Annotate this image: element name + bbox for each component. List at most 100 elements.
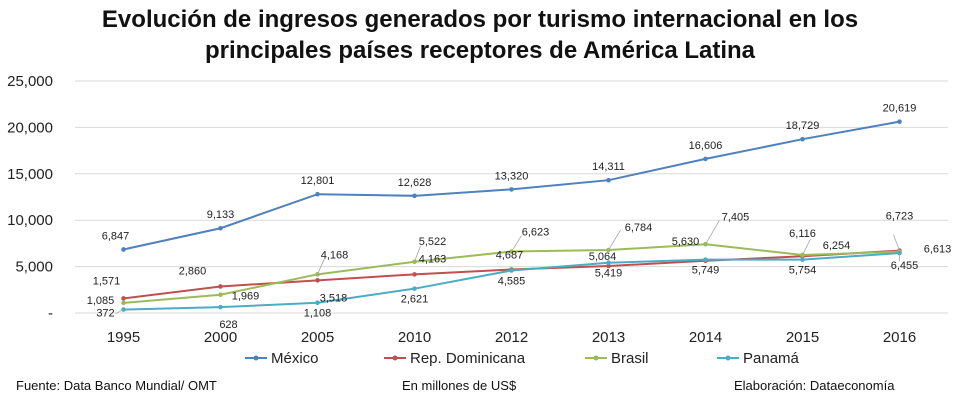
data-point	[315, 272, 320, 277]
label-leader-line	[414, 245, 421, 262]
y-tick-label: 20,000	[7, 119, 53, 136]
x-tick-label: 2012	[495, 329, 528, 346]
legend-label: Panamá	[743, 350, 800, 367]
data-label: 2,860	[179, 265, 207, 277]
data-label: 13,320	[495, 170, 529, 182]
data-label: 1,571	[93, 275, 121, 287]
legend-label: Brasil	[611, 350, 649, 367]
legend-swatch-marker	[593, 355, 599, 361]
data-label: 4,163	[419, 253, 447, 265]
data-label: 5,419	[595, 268, 623, 280]
y-tick-label: 5,000	[15, 259, 53, 276]
x-tick-label: 2016	[883, 329, 916, 346]
data-point	[315, 300, 320, 306]
data-point	[218, 304, 223, 310]
data-point	[121, 247, 126, 252]
data-label: 2,621	[401, 294, 429, 306]
x-tick-label: 1995	[107, 329, 140, 346]
y-tick-label: -	[48, 305, 53, 322]
label-leader-line	[705, 220, 720, 245]
data-label: 6,847	[102, 230, 130, 242]
data-point	[606, 177, 611, 183]
label-leader-line	[511, 235, 522, 252]
chart-title-line-2: principales países receptores de América…	[204, 37, 756, 64]
data-label: 6,254	[823, 240, 851, 252]
data-point	[897, 119, 902, 124]
legend-swatch-marker	[392, 355, 398, 361]
data-label: 1,108	[304, 308, 332, 320]
data-point	[412, 272, 417, 277]
data-point	[703, 156, 708, 162]
data-point	[606, 263, 611, 269]
data-label: 6,116	[789, 228, 816, 240]
legend-swatch-marker	[253, 355, 259, 361]
data-label: 12,801	[301, 175, 335, 187]
label-leader-line	[608, 229, 621, 251]
label-leader-line	[802, 238, 811, 256]
x-tick-label: 2000	[204, 329, 237, 346]
data-point	[606, 260, 611, 266]
x-tick-label: 2005	[301, 329, 334, 346]
data-label: 5,064	[589, 251, 617, 263]
data-label: 14,311	[592, 161, 625, 173]
label-leader-line	[115, 309, 124, 314]
data-label: 6,455	[891, 260, 919, 272]
data-label: 6,623	[522, 227, 550, 239]
data-label: 18,729	[786, 120, 820, 132]
data-point	[121, 300, 126, 306]
data-point	[412, 286, 417, 291]
data-label: 1,085	[87, 295, 115, 307]
chart-title: Evolución de ingresos generados por turi…	[0, 4, 960, 66]
data-point	[218, 225, 223, 231]
data-label: 372	[96, 308, 114, 320]
legend-swatch-marker	[725, 355, 731, 361]
data-label: 5,522	[419, 236, 447, 248]
label-leader-line	[893, 234, 900, 251]
legend-label: Rep. Dominicana	[410, 350, 526, 367]
data-point	[703, 257, 708, 262]
data-label: 20,619	[883, 103, 917, 115]
y-tick-label: 10,000	[7, 212, 53, 229]
data-point	[412, 259, 417, 265]
data-label: 6,784	[625, 222, 653, 234]
data-label: 7,405	[722, 211, 750, 223]
data-label: 16,606	[689, 140, 723, 152]
x-tick-label: 2010	[398, 329, 431, 346]
credit-note: Elaboración: Dataeconomía	[734, 378, 895, 393]
x-tick-label: 2014	[689, 329, 722, 346]
data-label: 6,613	[924, 244, 952, 256]
chart-title-line-1: Evolución de ingresos generados por turi…	[101, 6, 859, 33]
data-point	[315, 191, 320, 197]
units-note: En millones de US$	[402, 378, 517, 393]
data-point	[218, 292, 223, 298]
label-leader-line	[317, 256, 326, 275]
data-label: 9,133	[207, 209, 235, 221]
data-point	[412, 193, 417, 199]
data-label: 5,630	[672, 236, 700, 248]
data-label: 5,749	[692, 265, 720, 277]
data-label: 4,168	[321, 249, 349, 261]
x-tick-label: 2015	[786, 329, 819, 346]
series-line-México	[123, 120, 900, 251]
data-point	[315, 278, 320, 283]
data-label: 6,723	[886, 211, 914, 223]
data-point	[218, 284, 223, 289]
data-point	[121, 296, 126, 301]
data-label: 3,518	[320, 292, 348, 304]
data-label: 628	[219, 319, 237, 331]
y-tick-label: 15,000	[7, 166, 53, 183]
data-label: 4,585	[498, 275, 526, 287]
data-point	[509, 268, 514, 273]
data-label: 4,687	[496, 250, 524, 262]
data-label: 5,754	[789, 265, 817, 277]
y-tick-label: 25,000	[7, 73, 53, 90]
data-label: 12,628	[398, 177, 432, 189]
x-tick-label: 2013	[592, 329, 625, 346]
data-label: 1,969	[232, 291, 260, 303]
data-point	[800, 257, 805, 262]
legend-label: México	[271, 350, 319, 367]
data-point	[800, 136, 805, 142]
data-point	[509, 187, 514, 192]
source-note: Fuente: Data Banco Mundial/ OMT	[16, 378, 217, 393]
